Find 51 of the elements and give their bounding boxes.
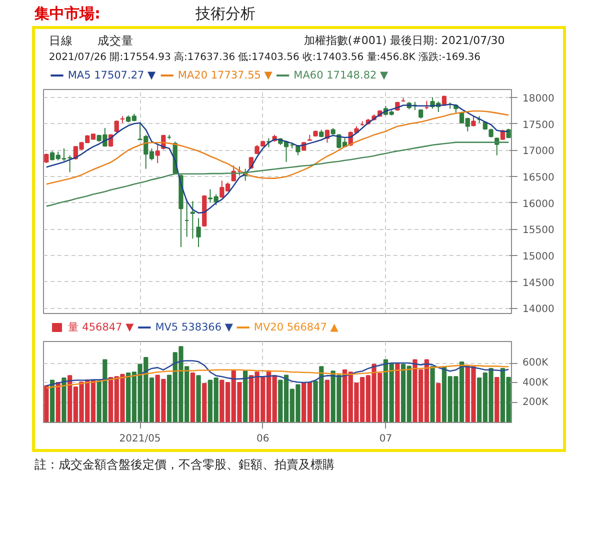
x-tick-label: 07 <box>379 434 392 444</box>
y-tick-label: 400K <box>522 377 549 388</box>
bar <box>395 362 400 422</box>
y-tick-label: 200K <box>522 397 549 408</box>
bar <box>202 382 207 422</box>
x-tick-label: 06 <box>256 434 270 444</box>
text: 成交量 <box>98 34 134 48</box>
bar <box>324 380 330 422</box>
x-tick-label: 2021/05 <box>119 434 161 444</box>
candlestick <box>44 152 49 164</box>
text: 日線 <box>48 34 73 48</box>
legend-label: MA60 17148.82 ▼ <box>294 70 390 82</box>
text: 2021/07/26 開:17554.93 高:17637.36 低:17403.56 收:17403.56 量:456.8K 漲跌:-169.36 <box>48 51 480 63</box>
y-tick-label: 18000 <box>522 93 554 104</box>
bar <box>50 380 55 422</box>
bar <box>44 385 49 422</box>
text: 註：成交金額含盤後定價，不含零股、鉅額、拍賣及標購 <box>34 458 334 472</box>
bar <box>196 375 201 422</box>
y-tick-label: 15500 <box>522 225 554 236</box>
line-series <box>46 364 510 389</box>
y-tick-label: 17500 <box>522 120 554 131</box>
bar <box>494 377 500 422</box>
chart-subtitle: 技術分析 <box>194 4 256 22</box>
bar <box>436 382 441 422</box>
y-tick-label: 600K <box>522 358 549 369</box>
y-tick-label: 15000 <box>522 252 554 263</box>
bar <box>56 382 60 422</box>
bar <box>190 372 195 422</box>
line-series <box>46 110 510 185</box>
candlestick <box>68 154 72 173</box>
candlestick <box>196 218 201 248</box>
candlestick <box>296 144 300 156</box>
y-tick-label: 17000 <box>522 146 554 158</box>
legend-label: MA5 17507.27 ▼ <box>68 70 157 82</box>
candlestick <box>190 200 195 240</box>
bar <box>243 370 248 422</box>
chart-title: 集中市場: <box>34 4 100 22</box>
text: 加權指數(#001) 最後日期: 2021/07/30 <box>304 34 505 47</box>
legend-label: MV20 566847 ▲ <box>254 322 340 334</box>
bar <box>430 366 435 422</box>
candlestick <box>471 116 476 127</box>
line-series <box>46 360 510 386</box>
y-tick-label: 16000 <box>522 198 554 210</box>
legend-label: 量 456847 ▼ <box>68 322 135 334</box>
y-tick-label: 14500 <box>522 278 554 289</box>
candlestick <box>155 144 160 164</box>
y-tick-label: 14000 <box>522 304 554 316</box>
y-tick-label: 16500 <box>522 172 554 184</box>
legend-label: MA20 17737.55 ▼ <box>178 70 274 82</box>
bar <box>62 377 66 422</box>
legend-label: MV5 538366 ▼ <box>155 322 234 334</box>
